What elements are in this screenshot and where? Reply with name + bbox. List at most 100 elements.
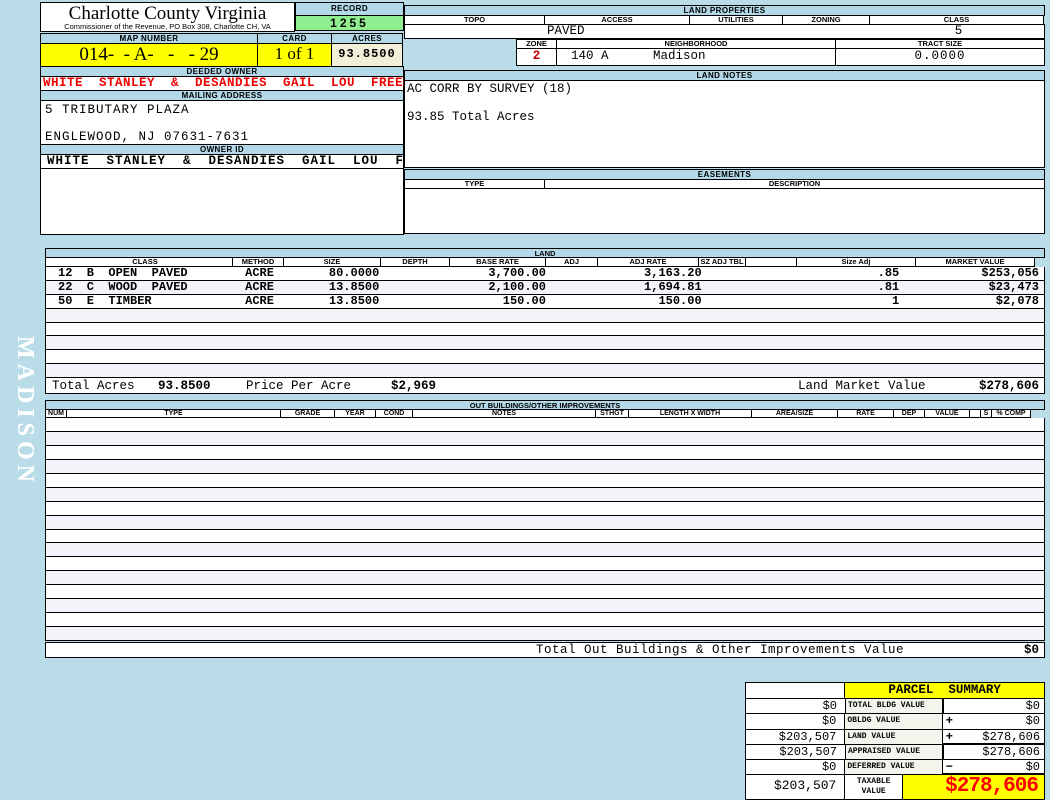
land-depth <box>383 267 453 280</box>
taxable-label-line2: VALUE <box>861 787 886 796</box>
prior-value: $0 <box>746 699 846 714</box>
out-building-row-empty <box>46 627 1044 640</box>
out-building-row-empty <box>46 474 1044 488</box>
card-value: 1 of 1 <box>257 43 332 67</box>
land-blank <box>753 281 805 294</box>
summary-row-obldg: $0 OBLDG VALUE + $0 <box>746 714 1045 730</box>
record-label: RECORD <box>295 2 404 16</box>
summary-row-total-bldg: $0 TOTAL BLDG VALUE $0 <box>746 699 1044 714</box>
district-sidebar-label: MADISON <box>12 336 38 488</box>
parcel-summary-header-spacer <box>746 683 846 699</box>
owner-id-value: WHITE STANLEY & DESANDIES GAIL LOU FREEM… <box>40 154 454 169</box>
current-value: $0 <box>1025 714 1041 728</box>
land-adj-rate: 3,163.20 <box>644 267 702 280</box>
land-row: 12 B OPEN PAVED ACRE 80.0000 3,700.00 3,… <box>46 267 1044 281</box>
current-value: $278,606 <box>982 730 1041 744</box>
total-acres-value: 93.8500 <box>158 379 211 393</box>
col-length-width: LENGTH X WIDTH <box>628 409 752 418</box>
land-table: LAND CLASS METHOD SIZE DEPTH BASE RATE A… <box>45 248 1045 394</box>
land-notes: AC CORR BY SURVEY (18) 93.85 Total Acres <box>404 80 1045 168</box>
land-size-adj: .85 <box>877 267 900 280</box>
land-size: 13.8500 <box>328 280 380 294</box>
col-adj-rate: ADJ RATE <box>597 257 699 267</box>
col-blank <box>745 257 797 267</box>
col-market-value: MARKET VALUE <box>915 257 1035 267</box>
land-row-empty <box>46 364 1044 377</box>
land-note-line: AC CORR BY SURVEY (18) <box>407 82 573 96</box>
col-base-rate: BASE RATE <box>449 257 546 267</box>
land-row: 50 E TIMBER ACRE 13.8500 150.00 150.00 1… <box>46 295 1044 309</box>
out-buildings-total-value: $0 <box>1023 643 1039 657</box>
land-sz-adj-tbl <box>705 295 753 308</box>
mailing-address-line1: 5 TRIBUTARY PLAZA <box>45 103 190 117</box>
zone-value: 2 <box>516 48 557 66</box>
prior-value: $203,507 <box>746 745 846 760</box>
neighborhood-code: 140 A <box>571 49 609 63</box>
tract-size-value: 0.0000 <box>835 48 1045 66</box>
out-building-row-empty <box>46 530 1044 544</box>
land-adj <box>550 295 603 308</box>
land-market-value-label: Land Market Value <box>798 379 926 393</box>
land-properties-panel: LAND PROPERTIES TOPO ACCESS UTILITIES ZO… <box>404 5 1045 234</box>
col-area-size: AREA/SIZE <box>751 409 838 418</box>
col-dep: DEP <box>893 409 925 418</box>
prior-value: $203,507 <box>746 730 846 745</box>
land-method: ACRE <box>245 280 274 294</box>
out-building-row-empty <box>46 431 1044 446</box>
col-cond: COND <box>375 409 413 418</box>
land-totals-row: Total Acres 93.8500 Price Per Acre $2,96… <box>45 377 1045 394</box>
neighborhood-name: Madison <box>653 49 706 63</box>
col-adj: ADJ <box>545 257 598 267</box>
land-base-rate: 3,700.00 <box>488 267 546 280</box>
total-acres-label: Total Acres <box>52 379 135 393</box>
map-number-value: 014- - A- - - 29 <box>40 43 258 67</box>
current-value: $0 <box>1025 760 1041 774</box>
out-building-row-empty <box>46 418 1044 432</box>
land-blank <box>753 267 805 280</box>
land-depth <box>383 281 453 294</box>
land-method: ACRE <box>245 267 274 280</box>
taxable-label-line1: TAXABLE <box>856 777 891 786</box>
land-market-value: $23,473 <box>988 280 1039 294</box>
prior-taxable-value: $203,507 <box>746 775 846 799</box>
summary-operator: + <box>945 714 953 728</box>
acres-value: 93.8500 <box>331 43 403 67</box>
summary-row-deferred: $0 DEFERRED VALUE − $0 <box>746 760 1045 775</box>
prior-value: $0 <box>746 760 846 775</box>
col-size: SIZE <box>283 257 381 267</box>
col-size-adj: Size Adj <box>796 257 916 267</box>
summary-label: TOTAL BLDG VALUE <box>846 699 944 714</box>
col-year: YEAR <box>334 409 376 418</box>
land-market-value-total: $278,606 <box>978 379 1039 393</box>
record-value: 1255 <box>295 15 404 31</box>
col-rate: RATE <box>837 409 894 418</box>
land-sz-adj-tbl <box>705 267 753 280</box>
land-blank <box>753 295 805 308</box>
current-value: $0 <box>1025 699 1040 713</box>
land-size: 80.0000 <box>328 267 380 280</box>
summary-row-land: $203,507 LAND VALUE + $278,606 <box>746 730 1045 745</box>
land-class: 22 C WOOD PAVED <box>58 280 188 294</box>
county-subtitle: Commissioner of the Revenue, PO Box 308,… <box>64 22 271 31</box>
out-building-row-empty <box>46 543 1044 558</box>
land-adj-rate: 150.00 <box>658 294 702 308</box>
out-building-row-empty <box>46 599 1044 614</box>
land-row-empty <box>46 336 1044 351</box>
land-sz-adj-tbl <box>705 281 753 294</box>
land-depth <box>383 295 453 308</box>
land-market-value: $2,078 <box>995 294 1039 308</box>
col-notes: NOTES <box>412 409 596 418</box>
col-depth: DEPTH <box>380 257 450 267</box>
out-building-row-empty <box>46 515 1044 530</box>
land-adj <box>550 281 603 294</box>
land-method: ACRE <box>245 294 274 308</box>
county-title: Charlotte County Virginia <box>68 3 267 24</box>
neighborhood-value: 140 A Madison <box>556 48 836 66</box>
out-building-row-empty <box>46 571 1044 586</box>
land-size: 13.8500 <box>328 294 380 308</box>
parcel-summary: PARCEL SUMMARY $0 TOTAL BLDG VALUE $0 $0… <box>745 682 1045 800</box>
land-class: 50 E TIMBER <box>58 294 152 308</box>
col-pct-comp: % COMP <box>991 409 1031 418</box>
summary-row-appraised: $203,507 APPRAISED VALUE $278,606 <box>746 745 1044 760</box>
